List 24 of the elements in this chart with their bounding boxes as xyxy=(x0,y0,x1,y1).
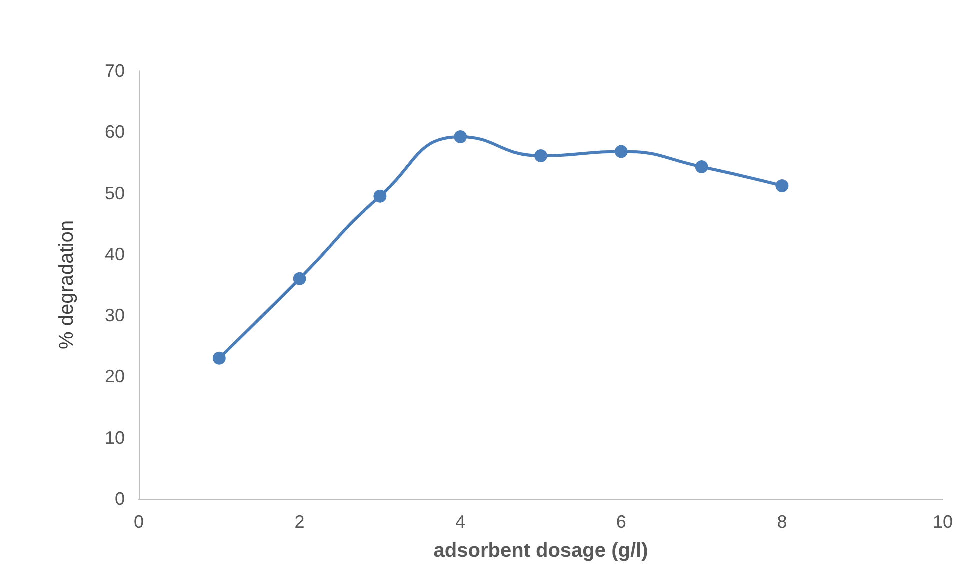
y-tick-label: 10 xyxy=(104,428,125,448)
point xyxy=(212,352,226,365)
x-tick-label: 10 xyxy=(932,512,954,532)
y-tick-label: 0 xyxy=(114,489,125,509)
y-tick-label: 60 xyxy=(104,122,125,142)
y-tick-label: 20 xyxy=(104,366,125,387)
point xyxy=(454,130,468,144)
y-tick-label: 70 xyxy=(104,61,125,81)
x-axis-title: adsorbent dosage (g/l) xyxy=(434,540,648,562)
point xyxy=(614,145,628,158)
point xyxy=(776,179,789,192)
y-axis-title: % degradation xyxy=(56,220,78,350)
y-tick-label: 50 xyxy=(104,183,125,204)
x-tick-label: 2 xyxy=(294,512,305,532)
x-tick-label: 0 xyxy=(134,512,144,532)
point xyxy=(374,190,387,203)
y-tick-label: 40 xyxy=(104,244,125,264)
point xyxy=(534,149,548,162)
y-tick-label: 30 xyxy=(104,306,125,326)
point xyxy=(293,272,306,286)
x-tick-label: 6 xyxy=(616,512,626,532)
point xyxy=(695,160,708,174)
x-tick-label: 4 xyxy=(456,512,466,532)
x-tick-label: 8 xyxy=(777,512,788,532)
